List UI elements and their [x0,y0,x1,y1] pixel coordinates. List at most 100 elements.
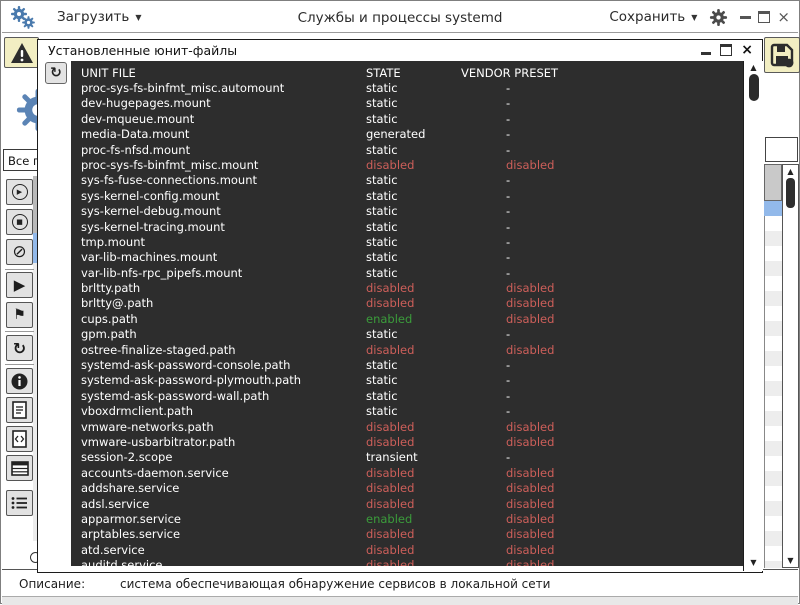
vendor-preset-cell: - [506,327,511,342]
state-cell: disabled [366,419,415,434]
vendor-preset-cell: - [506,265,511,280]
vendor-preset-cell: disabled [506,281,555,296]
table-row[interactable]: var-lib-machines.mount static - [71,250,744,265]
dialog-title: Установленные юнит-файлы [48,43,238,58]
state-cell: disabled [366,342,415,357]
state-cell: disabled [366,558,415,566]
main-table-scrollbar[interactable]: ▲ ▼ [782,164,799,568]
scroll-down-icon[interactable]: ▼ [787,556,794,565]
document-icon [12,401,27,419]
window-controls: × [740,8,790,26]
table-row[interactable]: vboxdrmclient.path static - [71,404,744,419]
dialog-minimize-icon[interactable] [701,51,712,55]
table-row[interactable]: vmware-networks.path disabled disabled [71,420,744,435]
table-row[interactable]: systemd-ask-password-console.path static… [71,358,744,373]
titlebar-right: Сохранить ▼ × [609,2,790,32]
dialog-scrollbar-thumb[interactable] [749,74,759,101]
vendor-preset-cell: - [506,96,511,111]
disable-unit-button[interactable]: ⊘ [6,239,33,265]
state-cell: transient [366,450,418,465]
table-row[interactable]: accounts-daemon.service disabled disable… [71,466,744,481]
table-row[interactable]: gpm.path static - [71,327,744,342]
maximize-icon[interactable] [758,11,771,23]
table-row[interactable]: apparmor.service enabled disabled [71,512,744,527]
table-row[interactable]: systemd-ask-password-plymouth.path stati… [71,373,744,388]
state-cell: static [366,111,398,126]
unit-filter-combobox[interactable]: Все п [3,149,45,171]
state-cell: disabled [366,542,415,557]
background-rows-sliver [33,263,38,541]
scrollbar-thumb[interactable] [786,178,795,208]
flag-icon: ⚑ [13,307,26,323]
table-row[interactable]: session-2.scope transient - [71,450,744,465]
flag-button[interactable]: ⚑ [6,302,33,328]
table-row[interactable]: adsl.service disabled disabled [71,497,744,512]
table-row[interactable]: sys-kernel-debug.mount static - [71,204,744,219]
refresh-units-button[interactable]: ↻ [6,335,33,361]
vendor-preset-cell: disabled [506,434,555,449]
dialog-close-icon[interactable]: × [741,42,753,58]
state-cell: static [366,358,398,373]
code-document-icon [12,430,27,448]
edit-unit-file-button[interactable] [6,426,33,452]
dialog-refresh-button[interactable]: ↻ [45,62,67,84]
filter-value: Все п [8,154,41,168]
save-toolbar-button[interactable] [764,37,800,73]
start-unit-button[interactable]: ▶ [6,179,33,205]
warning-toolbar-button[interactable] [4,37,39,68]
dialog-controls: × [701,42,753,58]
table-row[interactable]: systemd-ask-password-wall.path static - [71,389,744,404]
table-row[interactable]: var-lib-nfs-rpc_pipefs.mount static - [71,266,744,281]
unit-file-cell: adsl.service [81,496,150,511]
state-cell: static [366,204,398,219]
play-circle-icon: ▶ [11,184,28,200]
dialog-maximize-icon[interactable] [720,44,733,56]
table-row[interactable]: dev-mqueue.mount static - [71,112,744,127]
table-row[interactable]: sys-fs-fuse-connections.mount static - [71,173,744,188]
stop-unit-button[interactable]: ■ [6,209,33,235]
dialog-scrollbar[interactable]: ▲ ▼ [743,61,763,571]
save-menu[interactable]: Сохранить ▼ [609,9,697,25]
state-cell: disabled [366,465,415,480]
run-button[interactable]: ▶ [6,272,33,298]
vendor-preset-cell: disabled [506,157,555,172]
settings-gear-icon[interactable] [709,8,728,27]
unit-file-cell: dev-mqueue.mount [81,111,195,126]
unit-list-button[interactable] [6,490,33,516]
table-row[interactable]: auditd.service disabled disabled [71,558,744,566]
table-row[interactable]: proc-fs-nfsd.mount static - [71,143,744,158]
info-button[interactable] [6,368,33,394]
unit-file-cell: vboxdrmclient.path [81,404,194,419]
load-menu[interactable]: Загрузить ▼ [57,9,142,25]
table-row[interactable]: dev-hugepages.mount static - [71,96,744,111]
scroll-up-icon[interactable]: ▲ [750,63,757,72]
state-cell: static [366,96,398,111]
close-icon[interactable]: × [777,8,790,26]
table-row[interactable]: brltty@.path disabled disabled [71,296,744,311]
table-row[interactable]: brltty.path disabled disabled [71,281,744,296]
table-row[interactable]: proc-sys-fs-binfmt_misc.mount disabled d… [71,158,744,173]
scroll-up-icon[interactable]: ▲ [787,167,794,176]
table-row[interactable]: tmp.mount static - [71,235,744,250]
table-row[interactable]: arptables.service disabled disabled [71,527,744,542]
table-row[interactable]: addshare.service disabled disabled [71,481,744,496]
table-row[interactable]: media-Data.mount generated - [71,127,744,142]
table-row[interactable]: cups.path enabled disabled [71,312,744,327]
table-row[interactable]: sys-kernel-tracing.mount static - [71,220,744,235]
vendor-preset-cell: disabled [506,311,555,326]
table-row[interactable]: atd.service disabled disabled [71,543,744,558]
minimize-icon[interactable] [740,15,752,19]
vendor-preset-cell: - [506,127,511,142]
show-unit-file-button[interactable] [6,397,33,423]
table-row[interactable]: ostree-finalize-staged.path disabled dis… [71,343,744,358]
state-cell: static [366,265,398,280]
table-view-button[interactable] [6,455,33,481]
table-row[interactable]: sys-kernel-config.mount static - [71,189,744,204]
description-bar: Описание: система обеспечивающая обнаруж… [2,569,798,597]
block-icon: ⊘ [12,242,27,262]
table-row[interactable]: vmware-usbarbitrator.path disabled disab… [71,435,744,450]
refresh-icon: ↻ [12,338,27,358]
scroll-down-icon[interactable]: ▼ [750,558,757,567]
table-row[interactable]: proc-sys-fs-binfmt_misc.automount static… [71,81,744,96]
vendor-preset-cell: - [506,204,511,219]
